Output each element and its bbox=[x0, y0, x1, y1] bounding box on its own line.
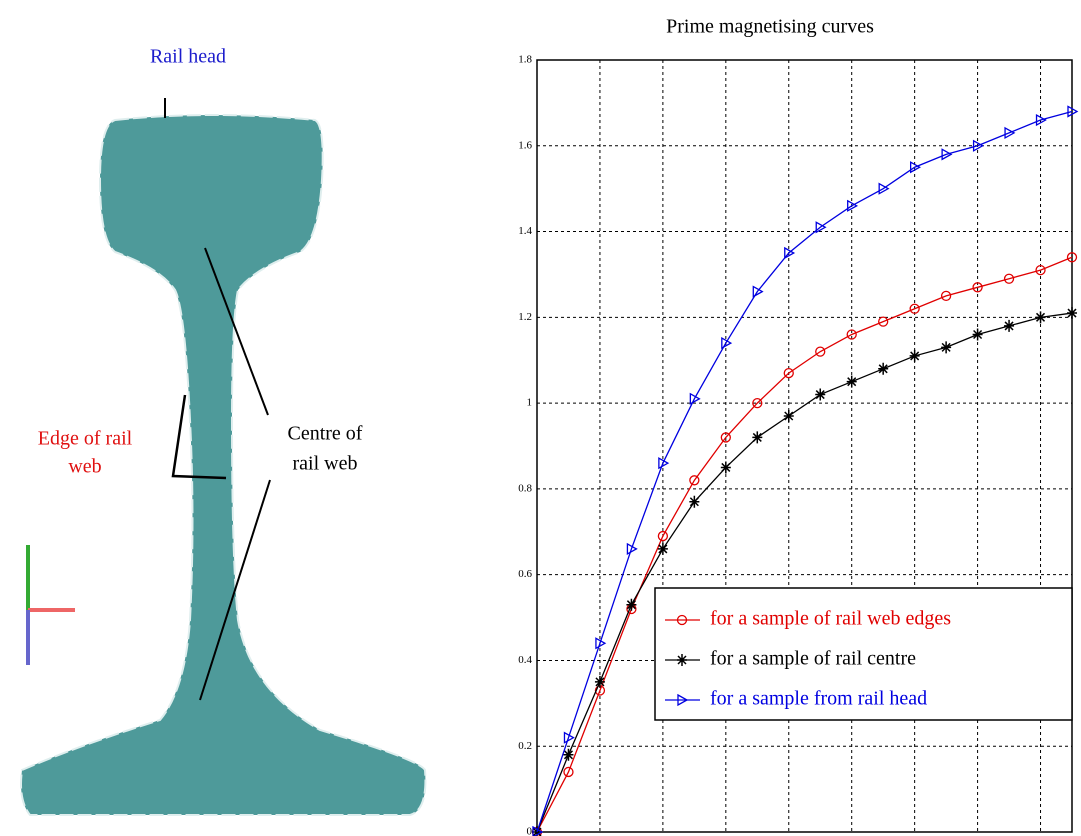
marker bbox=[783, 367, 794, 379]
marker bbox=[563, 766, 574, 778]
marker bbox=[658, 457, 670, 470]
marker bbox=[909, 349, 920, 362]
edge-label: Edge of rail bbox=[38, 428, 133, 450]
y-tick-label: 0 bbox=[527, 826, 533, 836]
legend-marker bbox=[677, 654, 687, 666]
marker bbox=[1066, 252, 1078, 263]
legend-label: for a sample of rail centre bbox=[710, 648, 916, 670]
marker bbox=[752, 397, 763, 409]
marker bbox=[846, 375, 857, 388]
y-tick-label: 0.2 bbox=[518, 740, 532, 752]
y-tick-label: 1.4 bbox=[518, 225, 532, 237]
marker bbox=[594, 675, 605, 688]
marker bbox=[909, 161, 921, 174]
marker bbox=[532, 825, 544, 836]
marker bbox=[815, 221, 827, 234]
marker bbox=[815, 388, 826, 401]
marker bbox=[689, 475, 700, 486]
marker bbox=[1003, 273, 1015, 284]
marker bbox=[972, 328, 983, 341]
pointer-line bbox=[171, 394, 227, 480]
legend-label: for a sample from rail head bbox=[710, 688, 927, 710]
marker bbox=[815, 346, 826, 357]
series-line bbox=[536, 110, 1073, 833]
series-line bbox=[536, 312, 1073, 833]
rail-shape bbox=[20, 114, 427, 816]
y-tick-label: 1 bbox=[527, 397, 533, 409]
marker bbox=[752, 285, 764, 298]
marker bbox=[689, 392, 701, 405]
marker bbox=[657, 530, 669, 542]
series-line bbox=[536, 256, 1073, 833]
y-tick-label: 0.4 bbox=[518, 654, 532, 666]
marker bbox=[909, 303, 920, 314]
axes-triad bbox=[26, 545, 75, 665]
marker bbox=[846, 329, 857, 340]
marker bbox=[657, 542, 668, 555]
marker bbox=[689, 495, 700, 508]
marker bbox=[878, 182, 890, 195]
marker bbox=[720, 432, 731, 443]
edge-label: web bbox=[68, 456, 101, 478]
legend-marker bbox=[677, 693, 689, 707]
marker bbox=[1067, 105, 1079, 118]
marker bbox=[941, 341, 952, 354]
marker bbox=[1035, 265, 1046, 276]
y-tick-label: 1.2 bbox=[518, 311, 532, 323]
marker bbox=[941, 148, 953, 161]
marker bbox=[878, 316, 889, 327]
marker bbox=[1004, 319, 1015, 332]
marker bbox=[972, 282, 983, 293]
marker bbox=[940, 290, 952, 302]
marker bbox=[1035, 311, 1046, 324]
marker bbox=[595, 637, 607, 650]
marker bbox=[563, 731, 575, 744]
y-tick-label: 1.8 bbox=[518, 54, 532, 66]
rail-diagram: Rail head Edge of rail web Centre of rai… bbox=[20, 46, 427, 816]
legend-marker bbox=[676, 614, 688, 626]
rail-head-label: Rail head bbox=[150, 46, 226, 68]
centre-label: Centre of bbox=[288, 423, 363, 445]
centre-label: rail web bbox=[293, 453, 358, 475]
marker bbox=[972, 139, 984, 152]
legend-label: for a sample of rail web edges bbox=[710, 608, 951, 630]
marker bbox=[1067, 307, 1077, 320]
y-tick-label: 0.6 bbox=[518, 568, 532, 580]
chart-title: Prime magnetising curves bbox=[666, 16, 874, 38]
marker bbox=[752, 431, 763, 444]
marker bbox=[626, 542, 638, 556]
marker bbox=[878, 362, 889, 375]
pointer-line bbox=[204, 247, 269, 416]
marker bbox=[1035, 113, 1047, 127]
y-tick-label: 1.6 bbox=[518, 139, 532, 151]
marker bbox=[1004, 126, 1016, 140]
marker bbox=[626, 598, 637, 611]
marker bbox=[720, 461, 731, 474]
pointer-line bbox=[199, 479, 271, 701]
marker bbox=[721, 336, 733, 350]
y-tick-label: 0.8 bbox=[518, 482, 532, 494]
marker bbox=[563, 748, 574, 761]
marker bbox=[783, 409, 794, 422]
legend-box bbox=[654, 587, 1073, 721]
marker bbox=[784, 246, 796, 260]
plot-frame bbox=[536, 59, 1073, 833]
marker bbox=[847, 199, 859, 212]
